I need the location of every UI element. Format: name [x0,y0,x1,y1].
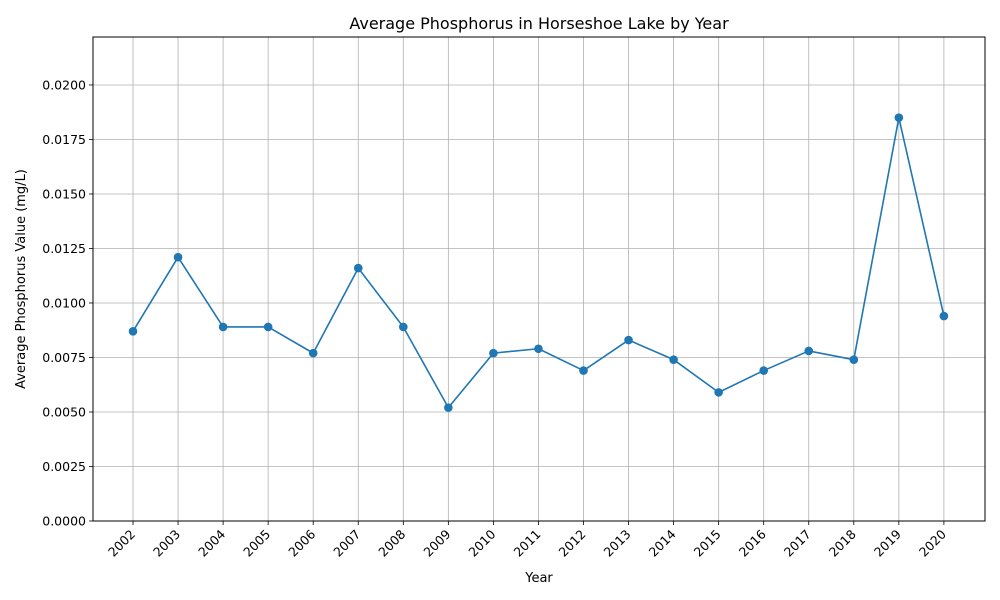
y-tick-label: 0.0075 [42,350,86,365]
data-point-2005 [263,322,273,332]
chart-title: Average Phosphorus in Horseshoe Lake by … [349,14,729,33]
data-point-2002 [128,327,138,336]
y-axis-ticks: 0.0000 0.0025 0.0050 0.0075 0.0100 0.0125 0.01… [42,77,93,529]
plot-frame [92,36,986,522]
x-axis-title: Year [524,571,553,586]
data-point-2009 [444,403,453,412]
y-tick-label: 0.0000 [42,514,86,529]
data-point-2006 [308,348,318,358]
data-point-2011 [534,344,543,354]
data-point-2018 [849,355,859,364]
data-point-2014 [669,355,678,364]
data-point-2017 [804,346,814,356]
y-tick-label: 0.0150 [42,186,86,201]
y-tick-label: 0.0025 [42,459,86,474]
data-point-2007 [353,263,363,273]
grid-lines [93,37,985,522]
y-tick-label: 0.0050 [42,404,86,419]
data-point-2004 [218,322,228,332]
data-point-2020 [939,311,949,321]
y-axis-title: Average Phosphorus Value (mg/L) [14,169,29,389]
y-tick-label: 0.0175 [42,132,86,147]
data-point-2013 [624,335,633,345]
data-point-2019 [894,113,904,122]
data-point-2015 [714,388,723,397]
data-point-2012 [579,366,588,375]
data-point-2016 [759,366,768,375]
y-tick-label: 0.0200 [42,77,86,92]
y-tick-label: 0.0100 [42,295,86,310]
data-point-2003 [173,252,183,262]
data-point-2008 [399,322,408,332]
data-point-2010 [489,348,498,358]
data-series [128,113,949,412]
y-tick-label: 0.0125 [42,241,86,256]
